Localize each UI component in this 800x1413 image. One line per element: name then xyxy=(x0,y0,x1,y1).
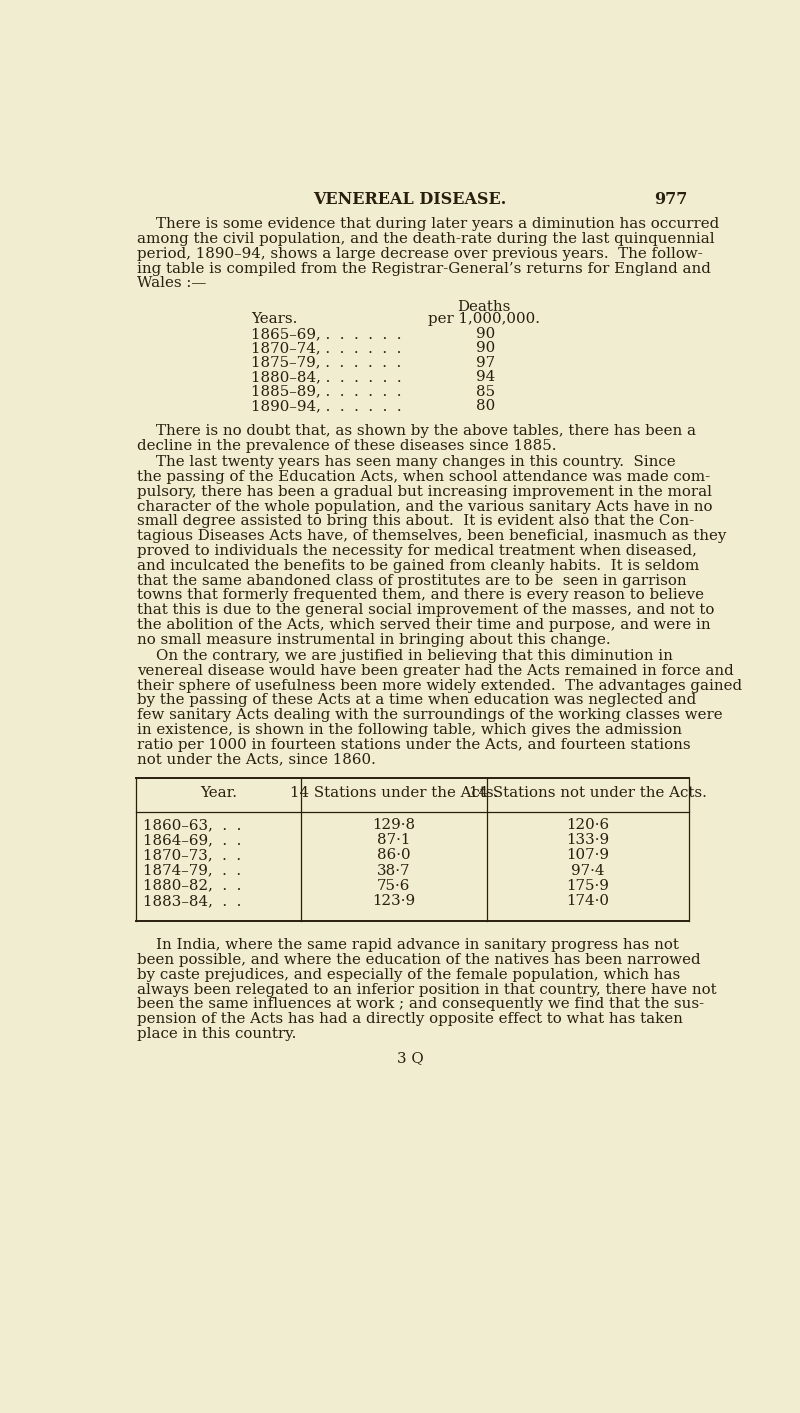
Text: 90: 90 xyxy=(476,326,495,341)
Text: 14 Stations not under the Acts.: 14 Stations not under the Acts. xyxy=(469,786,707,800)
Text: 97·4: 97·4 xyxy=(571,863,605,877)
Text: their sphere of usefulness been more widely extended.  The advantages gained: their sphere of usefulness been more wid… xyxy=(138,678,742,692)
Text: Year.: Year. xyxy=(200,786,237,800)
Text: 107·9: 107·9 xyxy=(566,848,610,862)
Text: period, 1890–94, shows a large decrease over previous years.  The follow-: period, 1890–94, shows a large decrease … xyxy=(138,247,703,261)
Text: 94: 94 xyxy=(476,370,495,384)
Text: 14 Stations under the Acts.: 14 Stations under the Acts. xyxy=(290,786,498,800)
Text: 1883–84,  .  .: 1883–84, . . xyxy=(143,894,242,909)
Text: 1865–69, .  .  .  .  .  .: 1865–69, . . . . . . xyxy=(251,326,402,341)
Text: Deaths: Deaths xyxy=(457,301,510,315)
Text: There is some evidence that during later years a diminution has occurred: There is some evidence that during later… xyxy=(138,218,719,232)
Text: been possible, and where the education of the natives has been narrowed: been possible, and where the education o… xyxy=(138,954,701,966)
Text: the abolition of the Acts, which served their time and purpose, and were in: the abolition of the Acts, which served … xyxy=(138,617,711,632)
Text: ratio per 1000 in fourteen stations under the Acts, and fourteen stations: ratio per 1000 in fourteen stations unde… xyxy=(138,738,691,752)
Text: In India, where the same rapid advance in sanitary progress has not: In India, where the same rapid advance i… xyxy=(138,938,679,952)
Text: 1870–74, .  .  .  .  .  .: 1870–74, . . . . . . xyxy=(251,342,402,355)
Text: proved to individuals the necessity for medical treatment when diseased,: proved to individuals the necessity for … xyxy=(138,544,697,558)
Text: There is no doubt that, as shown by the above tables, there has been a: There is no doubt that, as shown by the … xyxy=(138,424,696,438)
Text: the passing of the Education Acts, when school attendance was made com-: the passing of the Education Acts, when … xyxy=(138,471,710,485)
Text: VENEREAL DISEASE.: VENEREAL DISEASE. xyxy=(314,191,506,208)
Text: 3 Q: 3 Q xyxy=(397,1051,423,1065)
Text: pulsory, there has been a gradual but increasing improvement in the moral: pulsory, there has been a gradual but in… xyxy=(138,485,712,499)
Text: by caste prejudices, and especially of the female population, which has: by caste prejudices, and especially of t… xyxy=(138,968,681,982)
Text: been the same influences at work ; and consequently we find that the sus-: been the same influences at work ; and c… xyxy=(138,998,704,1012)
Text: 80: 80 xyxy=(476,398,495,413)
Text: 1864–69,  .  .: 1864–69, . . xyxy=(143,834,242,848)
Text: 90: 90 xyxy=(476,342,495,355)
Text: 87·1: 87·1 xyxy=(377,834,410,848)
Text: Years.: Years. xyxy=(251,312,298,326)
Text: 86·0: 86·0 xyxy=(377,848,410,862)
Text: pension of the Acts has had a directly opposite effect to what has taken: pension of the Acts has had a directly o… xyxy=(138,1012,683,1026)
Text: 1860–63,  .  .: 1860–63, . . xyxy=(143,818,242,832)
Text: tagious Diseases Acts have, of themselves, been beneficial, inasmuch as they: tagious Diseases Acts have, of themselve… xyxy=(138,528,726,543)
Text: ing table is compiled from the Registrar-General’s returns for England and: ing table is compiled from the Registrar… xyxy=(138,261,711,276)
Text: 1874–79,  .  .: 1874–79, . . xyxy=(143,863,242,877)
Text: character of the whole population, and the various sanitary Acts have in no: character of the whole population, and t… xyxy=(138,500,713,513)
Text: 123·9: 123·9 xyxy=(372,894,415,909)
Text: in existence, is shown in the following table, which gives the admission: in existence, is shown in the following … xyxy=(138,723,682,738)
Text: 174·0: 174·0 xyxy=(566,894,610,909)
Text: 1885–89, .  .  .  .  .  .: 1885–89, . . . . . . xyxy=(251,384,402,398)
Text: 1875–79, .  .  .  .  .  .: 1875–79, . . . . . . xyxy=(251,356,402,370)
Text: The last twenty years has seen many changes in this country.  Since: The last twenty years has seen many chan… xyxy=(138,455,676,469)
Text: that the same abandoned class of prostitutes are to be  seen in garrison: that the same abandoned class of prostit… xyxy=(138,574,687,588)
Text: place in this country.: place in this country. xyxy=(138,1027,297,1041)
Text: Wales :—: Wales :— xyxy=(138,277,206,291)
Text: 133·9: 133·9 xyxy=(566,834,610,848)
Text: 85: 85 xyxy=(476,384,495,398)
Text: On the contrary, we are justified in believing that this diminution in: On the contrary, we are justified in bel… xyxy=(138,649,673,663)
Text: 75·6: 75·6 xyxy=(377,879,410,893)
Text: not under the Acts, since 1860.: not under the Acts, since 1860. xyxy=(138,753,376,766)
Text: no small measure instrumental in bringing about this change.: no small measure instrumental in bringin… xyxy=(138,633,611,647)
Text: 1880–84, .  .  .  .  .  .: 1880–84, . . . . . . xyxy=(251,370,402,384)
Text: small degree assisted to bring this about.  It is evident also that the Con-: small degree assisted to bring this abou… xyxy=(138,514,694,528)
Text: 38·7: 38·7 xyxy=(377,863,410,877)
Text: 1890–94, .  .  .  .  .  .: 1890–94, . . . . . . xyxy=(251,398,402,413)
Text: per 1,000,000.: per 1,000,000. xyxy=(428,312,540,326)
Text: by the passing of these Acts at a time when education was neglected and: by the passing of these Acts at a time w… xyxy=(138,694,697,708)
Text: 1880–82,  .  .: 1880–82, . . xyxy=(143,879,242,893)
Text: 1870–73,  .  .: 1870–73, . . xyxy=(143,848,242,862)
Text: towns that formerly frequented them, and there is every reason to believe: towns that formerly frequented them, and… xyxy=(138,588,704,602)
Text: venereal disease would have been greater had the Acts remained in force and: venereal disease would have been greater… xyxy=(138,664,734,678)
Text: few sanitary Acts dealing with the surroundings of the working classes were: few sanitary Acts dealing with the surro… xyxy=(138,708,723,722)
Text: always been relegated to an inferior position in that country, there have not: always been relegated to an inferior pos… xyxy=(138,982,717,996)
Text: 175·9: 175·9 xyxy=(566,879,610,893)
Text: 977: 977 xyxy=(654,191,687,208)
Text: 129·8: 129·8 xyxy=(372,818,415,832)
Text: 97: 97 xyxy=(476,356,495,370)
Text: 120·6: 120·6 xyxy=(566,818,610,832)
Text: among the civil population, and the death-rate during the last quinquennial: among the civil population, and the deat… xyxy=(138,232,715,246)
Text: that this is due to the general social improvement of the masses, and not to: that this is due to the general social i… xyxy=(138,603,714,617)
Text: decline in the prevalence of these diseases since 1885.: decline in the prevalence of these disea… xyxy=(138,439,557,454)
Text: and inculcated the benefits to be gained from cleanly habits.  It is seldom: and inculcated the benefits to be gained… xyxy=(138,558,699,572)
